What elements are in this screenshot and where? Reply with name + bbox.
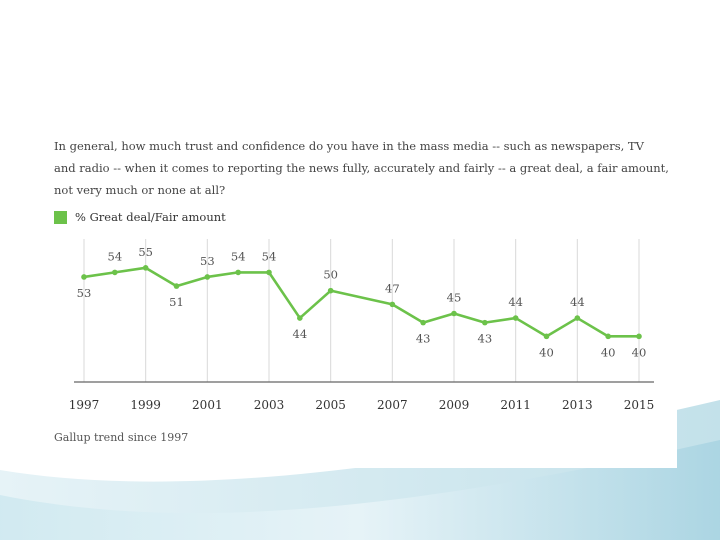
series-line <box>83 266 639 338</box>
data-label-2013: 44 <box>570 295 585 309</box>
data-label-1998: 54 <box>108 249 123 263</box>
x-tick-label-2001: 2001 <box>192 398 223 412</box>
chart-card: In general, how much trust and confidenc… <box>42 125 677 468</box>
data-label-2000: 51 <box>169 295 184 309</box>
data-label-2007: 47 <box>385 281 400 295</box>
data-label-2004: 44 <box>293 327 308 341</box>
data-label-2002: 54 <box>231 249 246 263</box>
data-point-2014 <box>605 333 611 340</box>
data-point-2003 <box>266 269 272 276</box>
x-tick-label-2009: 2009 <box>439 398 470 412</box>
chart-legend: % Great deal/Fair amount <box>54 209 226 225</box>
survey-question: In general, how much trust and confidenc… <box>54 139 669 197</box>
data-point-2013 <box>574 315 581 321</box>
x-tick-label-2013: 2013 <box>562 398 593 412</box>
data-label-2010: 43 <box>478 332 493 346</box>
x-tick-label-1999: 1999 <box>130 398 161 412</box>
data-point-2008 <box>420 319 426 326</box>
data-point-1997 <box>81 274 87 280</box>
data-label-2015: 40 <box>632 345 647 359</box>
data-point-2004 <box>297 315 303 321</box>
background-wave-front <box>0 440 720 540</box>
data-label-1999: 55 <box>138 245 153 259</box>
data-label-2009: 45 <box>447 291 462 305</box>
footnote: Gallup trend since 1997 <box>54 431 189 444</box>
legend-swatch <box>54 210 67 224</box>
data-point-2007 <box>389 301 396 308</box>
x-tick-label-2011: 2011 <box>500 398 531 412</box>
line-chart: 1997 1999 2001 2003 2005 2007 2009 2011 2013 2015… <box>69 239 655 412</box>
x-tick-label-2005: 2005 <box>315 398 346 412</box>
data-label-2003: 54 <box>262 249 277 263</box>
x-tick-label-2007: 2007 <box>377 398 408 412</box>
x-tick-label-2015: 2015 <box>624 398 655 412</box>
data-point-2000 <box>173 283 180 289</box>
data-label-2001: 53 <box>200 254 215 268</box>
data-point-2011 <box>512 315 519 321</box>
data-label-2014: 40 <box>601 345 616 359</box>
data-point-1998 <box>112 269 118 276</box>
data-label-2008: 43 <box>416 332 431 346</box>
data-point-2012 <box>543 333 550 340</box>
data-point-2001 <box>204 274 211 280</box>
data-label-2012: 40 <box>539 345 554 359</box>
data-point-2005 <box>327 287 334 294</box>
data-point-2002 <box>235 269 241 276</box>
data-point-2015 <box>636 333 642 340</box>
data-point-1999 <box>142 265 149 271</box>
legend-label: % Great deal/Fair amount <box>75 210 226 224</box>
data-label-1997: 53 <box>77 286 92 300</box>
x-tick-label-2003: 2003 <box>254 398 285 412</box>
x-tick-label-1997: 1997 <box>69 398 100 412</box>
data-point-2009 <box>451 310 457 317</box>
data-label-2005: 50 <box>323 268 338 282</box>
data-point-2010 <box>482 319 488 326</box>
data-label-2011: 44 <box>508 295 523 309</box>
